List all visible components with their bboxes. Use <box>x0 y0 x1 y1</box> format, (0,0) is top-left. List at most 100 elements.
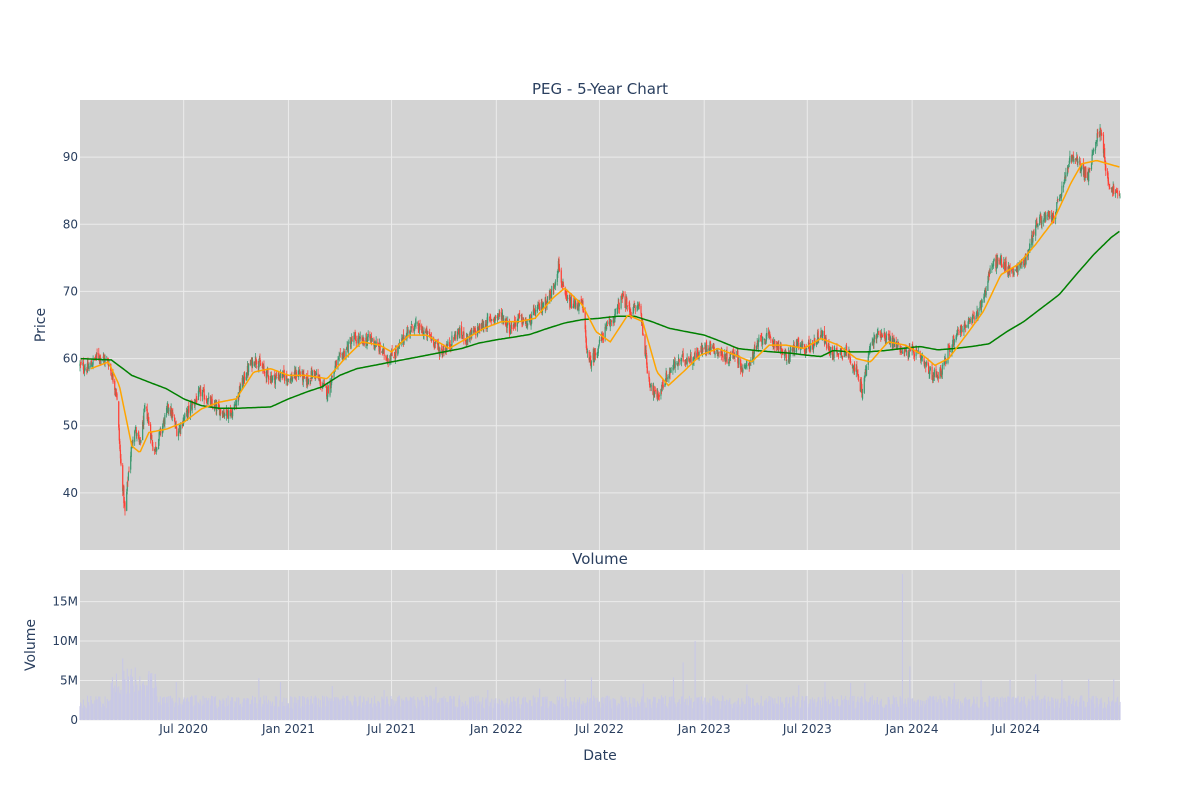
candle-body <box>1068 160 1070 164</box>
candle-body <box>726 351 728 364</box>
volume-bar <box>317 704 319 720</box>
volume-bar <box>195 695 197 720</box>
candle-body <box>410 326 412 332</box>
candle-body <box>382 348 384 354</box>
candle-body <box>846 346 848 352</box>
volume-bar <box>1044 699 1046 720</box>
candle-body <box>897 342 900 344</box>
volume-bar <box>373 703 375 720</box>
candle-body <box>545 298 547 306</box>
candle-body <box>530 321 532 327</box>
candle-body <box>449 342 451 347</box>
candle-body <box>126 491 128 511</box>
volume-bar <box>103 707 106 720</box>
candle-body <box>151 440 153 446</box>
volume-bar <box>700 696 702 720</box>
candle-body <box>975 312 978 317</box>
candle-body <box>373 344 376 348</box>
volume-bar <box>622 697 624 720</box>
volume-bar <box>250 699 252 720</box>
volume-bar <box>826 701 828 720</box>
candle-body <box>1052 213 1054 219</box>
volume-bar <box>235 702 237 720</box>
candle-body <box>385 356 387 358</box>
candle-body <box>574 301 577 308</box>
volume-bar <box>776 705 778 720</box>
candle-body <box>1088 171 1090 182</box>
candle-body <box>598 345 600 348</box>
volume-bar <box>516 697 518 720</box>
volume-bar <box>630 707 632 720</box>
candle-body <box>498 312 500 316</box>
volume-bar <box>429 695 431 720</box>
candle-body <box>808 340 810 347</box>
volume-bar <box>686 705 688 720</box>
candle-body <box>218 404 220 408</box>
volume-bar <box>496 703 499 720</box>
candle-body <box>206 403 209 404</box>
candle-body <box>1116 191 1118 193</box>
volume-bar <box>475 695 477 720</box>
volume-bar <box>95 702 98 720</box>
volume-bar <box>761 707 763 720</box>
volume-bar <box>920 700 922 720</box>
volume-bar <box>834 705 836 720</box>
volume-bar <box>832 707 835 720</box>
candle-body <box>1113 185 1115 194</box>
volume-bar <box>752 697 754 720</box>
x-tick-label: Jul 2023 <box>782 722 832 736</box>
volume-bar <box>375 703 377 720</box>
candle-body <box>558 259 560 271</box>
volume-bar <box>506 698 508 720</box>
volume-bar <box>175 682 177 720</box>
volume-bar <box>941 703 943 720</box>
candle-body <box>505 320 508 328</box>
volume-bar <box>629 697 631 720</box>
volume-bar <box>482 707 484 720</box>
volume-bar <box>237 697 239 720</box>
x-tick-label: Jul 2021 <box>366 722 416 736</box>
volume-bar <box>818 696 820 720</box>
candle-body <box>741 367 743 371</box>
volume-bar <box>283 705 286 720</box>
volume-bar <box>383 705 385 720</box>
volume-bar <box>154 673 156 720</box>
candle-body <box>614 314 616 323</box>
volume-bar <box>856 701 858 720</box>
volume-bar <box>624 696 626 720</box>
candle-body <box>79 362 82 364</box>
candle-body <box>569 302 571 307</box>
candle-body <box>490 316 492 319</box>
candle-body <box>146 406 148 408</box>
candle-body <box>314 371 316 378</box>
volume-bar <box>473 708 475 720</box>
volume-bar <box>86 695 88 720</box>
candle-body <box>935 369 937 378</box>
volume-bar <box>913 700 915 720</box>
candle-body <box>1078 160 1081 162</box>
volume-bar <box>1067 706 1069 720</box>
candle-body <box>909 349 912 351</box>
volume-bar <box>394 703 397 720</box>
candle-body <box>648 372 650 379</box>
volume-bar <box>636 707 638 720</box>
volume-bar <box>144 696 146 720</box>
volume-bar <box>350 703 352 720</box>
volume-bar <box>186 708 188 720</box>
candle-body <box>1047 214 1049 216</box>
volume-bar <box>379 707 381 720</box>
candle-body <box>618 302 620 309</box>
volume-bar <box>201 705 204 720</box>
volume-bar <box>610 699 612 720</box>
volume-bar <box>555 705 557 720</box>
volume-bar <box>686 698 688 720</box>
candle-body <box>353 335 355 343</box>
volume-bar <box>170 705 172 720</box>
volume-bar <box>362 708 364 720</box>
volume-bar <box>427 707 429 720</box>
volume-bar <box>569 702 571 720</box>
candle-body <box>822 330 824 337</box>
volume-bar <box>1036 700 1038 720</box>
candle-body <box>913 349 915 355</box>
volume-bar <box>405 697 407 720</box>
